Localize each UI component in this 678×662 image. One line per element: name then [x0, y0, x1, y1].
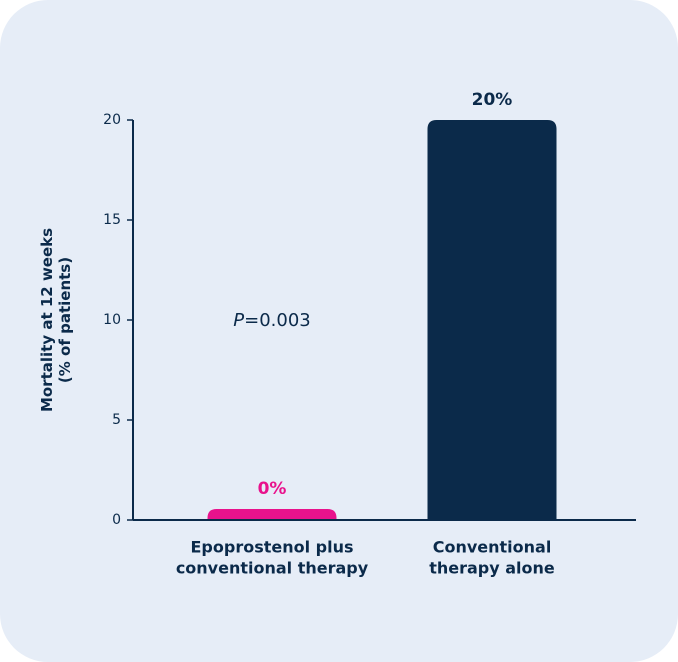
x-tick-label: Conventional: [433, 538, 552, 557]
bar: [427, 120, 557, 520]
y-tick-label: 15: [103, 212, 121, 228]
y-tick-label: 20: [103, 112, 121, 128]
value-label: 20%: [472, 90, 513, 110]
y-axis-label: Mortality at 12 weeks(% of patients): [38, 228, 74, 412]
annotation: P=0.003: [233, 310, 310, 331]
bar: [207, 509, 337, 520]
value-label: 0%: [258, 479, 287, 499]
y-tick-label: 5: [112, 412, 121, 428]
x-tick-label: Epoprostenol plus: [190, 538, 353, 557]
x-tick-label: conventional therapy: [176, 559, 369, 578]
y-tick-label: 0: [112, 512, 121, 528]
y-axis-label-line: (% of patients): [56, 257, 74, 383]
x-tick-label: therapy alone: [429, 559, 555, 578]
y-tick-label: 10: [103, 312, 121, 328]
y-axis-label-line: Mortality at 12 weeks: [38, 228, 56, 412]
